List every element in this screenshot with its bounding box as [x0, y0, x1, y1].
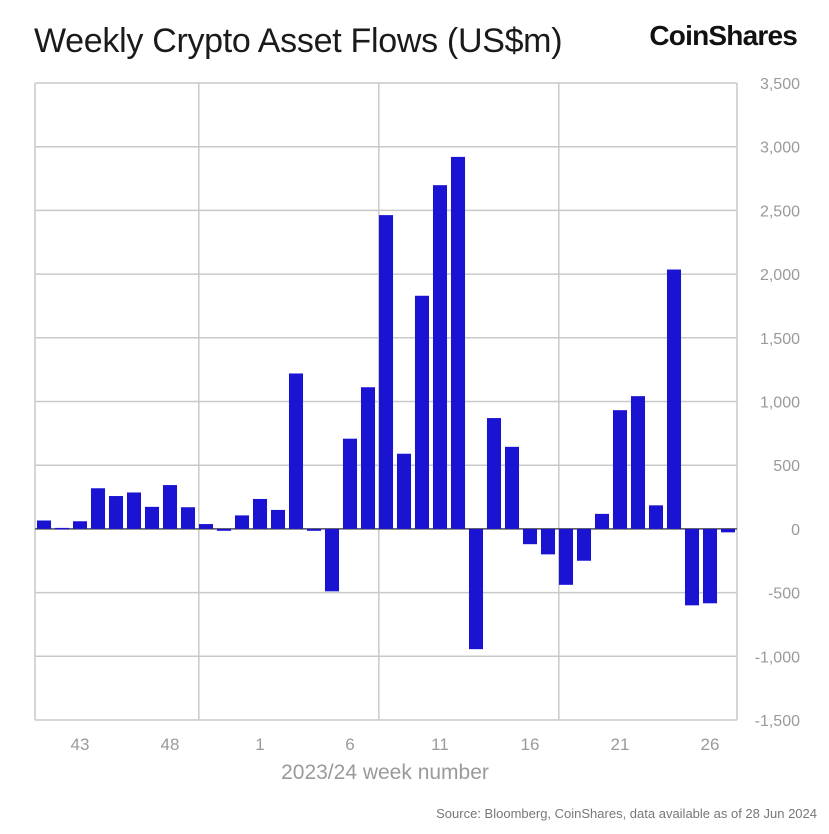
bar: [144, 506, 160, 529]
bar: [594, 513, 610, 529]
y-tick-label: -500: [768, 586, 800, 603]
bar: [504, 446, 520, 529]
bar: [720, 528, 736, 533]
x-axis-ticks: 43 48 1 6 11 16 21 26: [71, 735, 720, 754]
bar: [522, 528, 538, 545]
bar: [468, 528, 484, 650]
bar: [432, 185, 448, 529]
bar: [306, 528, 322, 531]
bar: [630, 396, 646, 529]
bar: [378, 215, 394, 529]
bar: [36, 520, 52, 529]
y-tick-label: 1,500: [760, 331, 800, 348]
y-tick-label: 3,000: [760, 140, 800, 157]
x-tick-label: 1: [255, 735, 264, 754]
bar: [342, 438, 358, 529]
x-tick-label: 43: [71, 735, 90, 754]
bar: [72, 521, 88, 529]
x-axis-label: 2023/24 week number: [281, 761, 489, 784]
y-tick-label: -1,500: [755, 713, 800, 730]
bar: [540, 528, 556, 555]
bar: [90, 488, 106, 529]
brand-logo: CoinShares: [649, 20, 797, 51]
bar: [252, 498, 268, 529]
bar: [234, 515, 250, 529]
bar: [324, 528, 340, 592]
source-note: Source: Bloomberg, CoinShares, data avai…: [436, 806, 817, 821]
x-tick-label: 26: [701, 735, 720, 754]
x-tick-label: 21: [611, 735, 630, 754]
bar: [414, 295, 430, 529]
bar: [216, 528, 232, 531]
bar: [54, 527, 70, 530]
chart-title: Weekly Crypto Asset Flows (US$m): [34, 22, 563, 60]
y-tick-label: 2,000: [760, 267, 800, 284]
y-axis-ticks: 3,500 3,000 2,500 2,000 1,500 1,000 500 0 -500 -1…: [755, 76, 800, 730]
y-tick-label: 1,000: [760, 395, 800, 412]
y-tick-label: 3,500: [760, 76, 800, 93]
bar: [108, 496, 124, 529]
bar: [288, 373, 304, 529]
y-tick-label: 2,500: [760, 203, 800, 220]
bar: [612, 410, 628, 529]
y-tick-label: 0: [791, 522, 800, 539]
bar: [360, 387, 376, 529]
bar: [684, 528, 700, 606]
bar: [396, 453, 412, 529]
y-tick-label: -1,000: [755, 649, 800, 666]
bar: [702, 528, 718, 604]
x-tick-label: 16: [521, 735, 540, 754]
bar: [162, 485, 178, 529]
bar: [648, 505, 664, 529]
bar: [198, 524, 214, 529]
x-tick-label: 11: [431, 735, 449, 754]
bar: [270, 509, 286, 529]
bar: [450, 156, 466, 529]
bars: [36, 156, 736, 650]
bar: [666, 269, 682, 529]
bar: [486, 418, 502, 529]
x-tick-label: 48: [161, 735, 180, 754]
bar: [576, 528, 592, 561]
bar: [180, 507, 196, 529]
y-tick-label: 500: [773, 458, 800, 475]
bar: [126, 492, 142, 529]
x-tick-label: 6: [345, 735, 354, 754]
bar: [558, 528, 574, 585]
